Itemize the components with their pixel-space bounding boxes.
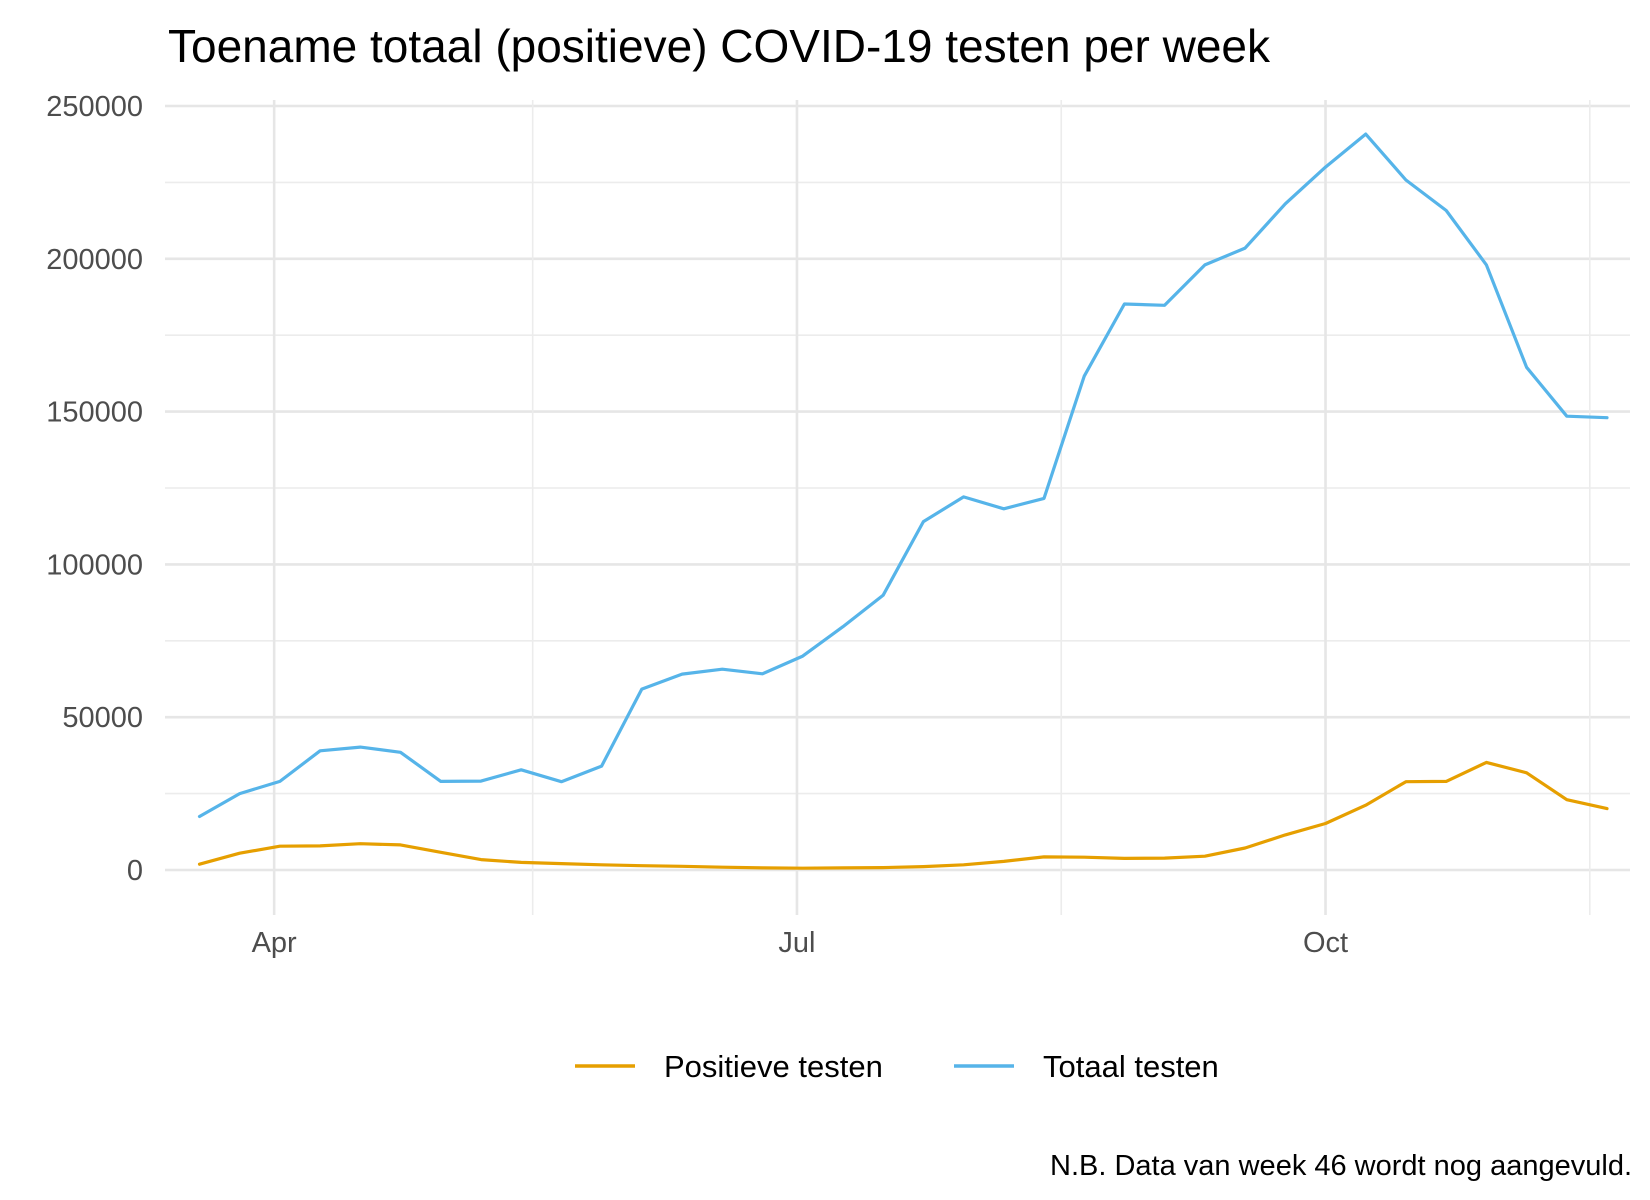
legend-label-positieve-testen: Positieve testen: [664, 1049, 883, 1084]
chart-title: Toename totaal (positieve) COVID-19 test…: [168, 20, 1271, 72]
series-line-positieve-testen: [197, 760, 1609, 870]
x-tick-label: Oct: [1303, 927, 1348, 959]
grid: [165, 100, 1630, 915]
legend: Positieve testen Totaal testen: [575, 1049, 1219, 1084]
y-tick-label: 100000: [46, 549, 143, 581]
y-tick-label: 250000: [46, 91, 143, 123]
legend-label-totaal-testen: Totaal testen: [1043, 1049, 1219, 1084]
series-lines: [197, 132, 1609, 870]
y-tick-label: 200000: [46, 244, 143, 276]
y-tick-label: 150000: [46, 397, 143, 429]
y-tick-label: 0: [127, 855, 143, 887]
chart-caption: N.B. Data van week 46 wordt nog aangevul…: [1050, 1150, 1632, 1182]
y-axis-tick-labels: 0 50000 100000 150000 200000 250000: [46, 91, 143, 887]
y-tick-label: 50000: [62, 702, 143, 734]
x-axis-tick-labels: Apr Jul Oct: [252, 927, 1348, 959]
x-tick-label: Jul: [778, 927, 815, 959]
series-line-totaal-testen: [197, 132, 1609, 819]
x-tick-label: Apr: [252, 927, 297, 959]
